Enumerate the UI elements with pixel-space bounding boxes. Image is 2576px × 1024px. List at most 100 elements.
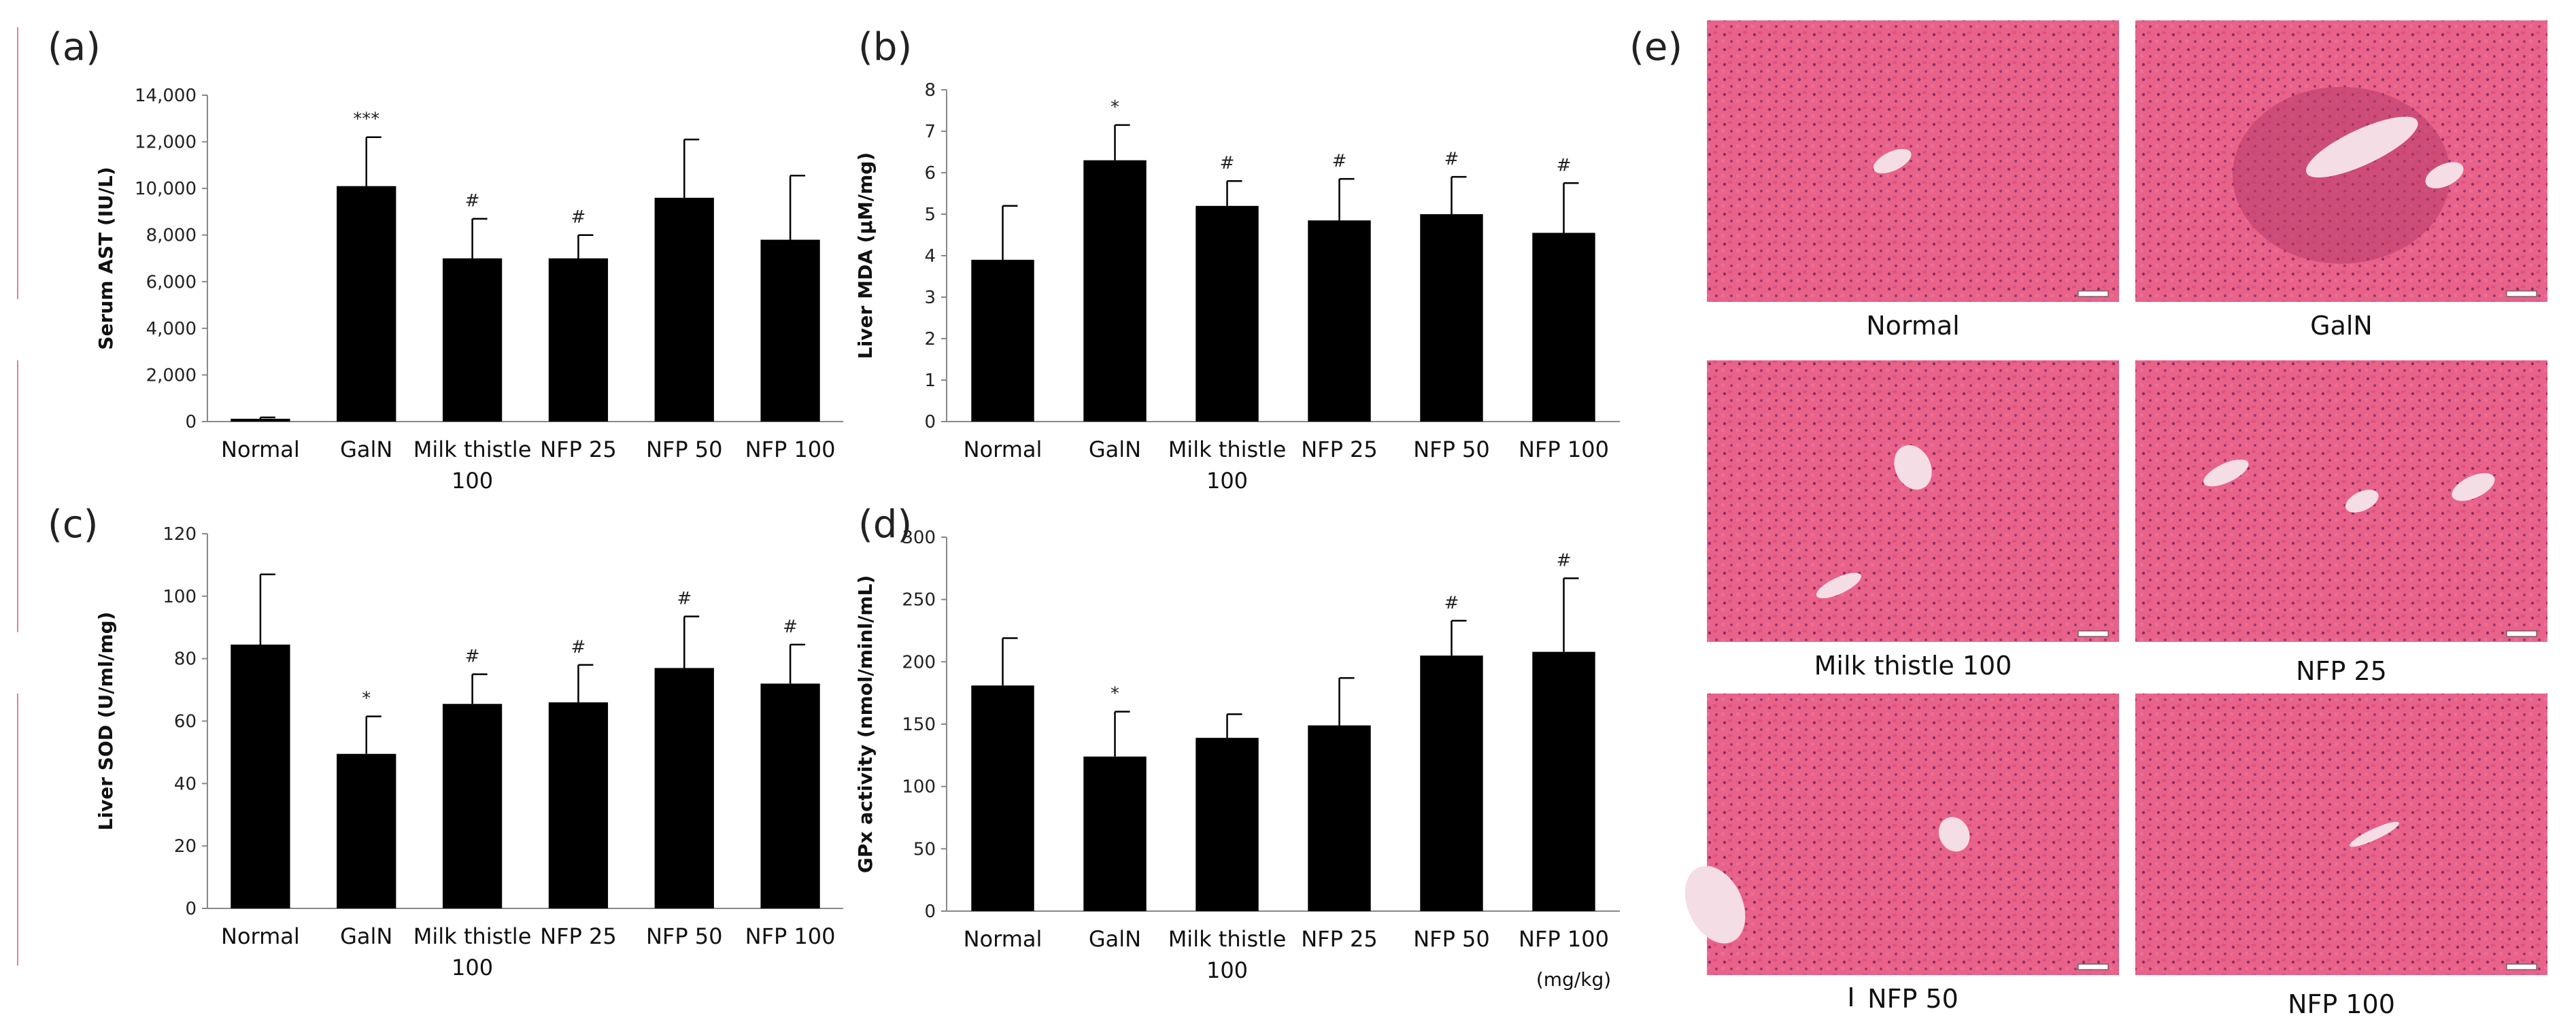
category-label: Milk thistle 100 bbox=[413, 437, 532, 494]
category-label-line: Milk thistle bbox=[413, 923, 532, 949]
category-label: GalN bbox=[1089, 926, 1141, 952]
chart-gpx-activity: 0 50 100 150 200 250 300 GPx activity (nmol/min… bbox=[854, 528, 1620, 983]
category-label: NFP 100 bbox=[1519, 926, 1609, 952]
chart-liver-mda: 0 1 2 3 4 5 6 7 8 Liver MDA (μM/mg) Normal * GalN # Mi… bbox=[854, 80, 1620, 494]
category-label-line: 100 bbox=[452, 468, 493, 494]
category-label-line: NFP 25 bbox=[540, 437, 617, 462]
bar bbox=[1532, 651, 1595, 911]
panel-label-e: (e) bbox=[1629, 25, 1682, 69]
category-label: Normal bbox=[221, 923, 300, 949]
category-label: GalN bbox=[1089, 437, 1141, 462]
category-label: NFP 25 bbox=[540, 923, 617, 949]
bar bbox=[337, 753, 396, 908]
y-tick-label: 6,000 bbox=[146, 272, 197, 292]
bar bbox=[1532, 233, 1595, 422]
chart-liver-sod: 0 20 40 60 80 100 120 Liver SOD (U/ml/mg) Normal… bbox=[95, 524, 843, 980]
significance-mark: * bbox=[1111, 97, 1119, 118]
category-label-line: GalN bbox=[340, 923, 392, 949]
blood-vessel bbox=[2350, 821, 2399, 847]
scale-bar bbox=[2506, 630, 2537, 637]
histology-image bbox=[2135, 694, 2547, 975]
category-label-line: Milk thistle bbox=[1168, 437, 1287, 462]
histology-caption: Milk thistle 100 bbox=[1814, 651, 2012, 681]
scale-bar bbox=[2078, 963, 2109, 970]
category-label: Normal bbox=[221, 437, 300, 462]
category-label: NFP 100 bbox=[745, 923, 836, 949]
category-label: Milk thistle 100 bbox=[413, 923, 532, 980]
significance-mark: # bbox=[465, 647, 480, 667]
y-tick-label: 0 bbox=[924, 902, 936, 922]
y-tick-label: 7 bbox=[924, 122, 936, 142]
bar bbox=[442, 258, 503, 422]
histology-panel: Normal GalN Milk thistle 100 NFP 25 NFP 50 NF… bbox=[1684, 20, 2547, 1019]
y-axis-label: Serum AST (IU/L) bbox=[95, 167, 117, 349]
category-label-line: Milk thistle bbox=[1168, 926, 1287, 952]
y-tick-label: 250 bbox=[902, 590, 936, 611]
significance-mark: * bbox=[362, 689, 371, 709]
y-axis-label: GPx activity (nmol/minl/mL) bbox=[854, 575, 877, 873]
y-tick-label: 1 bbox=[924, 371, 936, 391]
category-label: GalN bbox=[340, 923, 392, 949]
y-tick-label: 8,000 bbox=[146, 226, 197, 246]
category-label-line: GalN bbox=[1089, 437, 1141, 462]
histology-caption: Normal bbox=[1866, 311, 1960, 341]
category-label-line: NFP 100 bbox=[745, 923, 836, 949]
category-label: NFP 100 bbox=[745, 437, 836, 462]
bar bbox=[231, 645, 290, 908]
y-tick-label: 0 bbox=[924, 412, 936, 432]
histology-image bbox=[1707, 694, 2119, 975]
bar bbox=[231, 418, 290, 422]
blood-vessel bbox=[1684, 866, 1746, 944]
scale-bar bbox=[2506, 290, 2537, 297]
y-tick-label: 150 bbox=[902, 715, 936, 735]
y-tick-label: 10,000 bbox=[135, 179, 197, 199]
bar bbox=[548, 702, 609, 908]
bar bbox=[971, 260, 1034, 422]
category-label-line: Normal bbox=[221, 437, 300, 462]
y-tick-label: 4 bbox=[924, 246, 936, 267]
category-label: NFP 50 bbox=[1413, 926, 1490, 952]
category-label-line: GalN bbox=[1089, 926, 1141, 952]
panel-label-b: (b) bbox=[858, 25, 912, 69]
y-tick-label: 0 bbox=[185, 412, 197, 432]
blood-vessel bbox=[1894, 445, 1932, 490]
y-tick-label: 200 bbox=[902, 652, 936, 672]
bar bbox=[1083, 756, 1147, 911]
y-tick-label: 2,000 bbox=[146, 365, 197, 386]
y-tick-label: 0 bbox=[185, 899, 197, 919]
category-label-line: Normal bbox=[221, 923, 300, 949]
category-label-line: NFP 50 bbox=[1413, 926, 1490, 952]
category-label: Milk thistle 100 bbox=[1168, 437, 1287, 494]
significance-mark: # bbox=[1557, 551, 1572, 571]
category-label: NFP 50 bbox=[1413, 437, 1490, 462]
bar bbox=[548, 258, 609, 422]
y-tick-label: 100 bbox=[902, 777, 936, 798]
significance-mark: # bbox=[1444, 149, 1459, 169]
significance-mark: # bbox=[1444, 593, 1459, 613]
histology-image bbox=[1707, 360, 2119, 642]
histology-caption: GalN bbox=[2310, 311, 2373, 341]
blood-vessel bbox=[2345, 490, 2379, 513]
significance-mark: # bbox=[783, 617, 798, 637]
category-label: NFP 50 bbox=[646, 437, 723, 462]
category-label: NFP 50 bbox=[646, 923, 723, 949]
y-tick-label: 14,000 bbox=[135, 86, 197, 106]
bar bbox=[1196, 738, 1259, 911]
significance-mark: # bbox=[1220, 153, 1235, 173]
blood-vessel bbox=[2452, 473, 2495, 501]
blood-vessel bbox=[1816, 573, 1861, 598]
y-tick-label: 50 bbox=[913, 839, 936, 859]
significance-mark: # bbox=[465, 191, 480, 211]
y-tick-label: 300 bbox=[902, 528, 936, 548]
category-label-line: NFP 100 bbox=[1519, 437, 1609, 462]
bar bbox=[971, 685, 1034, 911]
y-tick-label: 5 bbox=[924, 205, 936, 225]
y-axis-label: Liver MDA (μM/mg) bbox=[854, 152, 877, 359]
dose-unit-note: (mg/kg) bbox=[1536, 968, 1611, 991]
blood-vessel bbox=[1873, 149, 1912, 173]
y-tick-label: 80 bbox=[174, 649, 197, 670]
category-label-line: Normal bbox=[964, 437, 1043, 462]
scale-bar bbox=[2078, 630, 2109, 637]
y-axis-label: Liver SOD (U/ml/mg) bbox=[95, 612, 117, 831]
bar bbox=[337, 186, 396, 422]
